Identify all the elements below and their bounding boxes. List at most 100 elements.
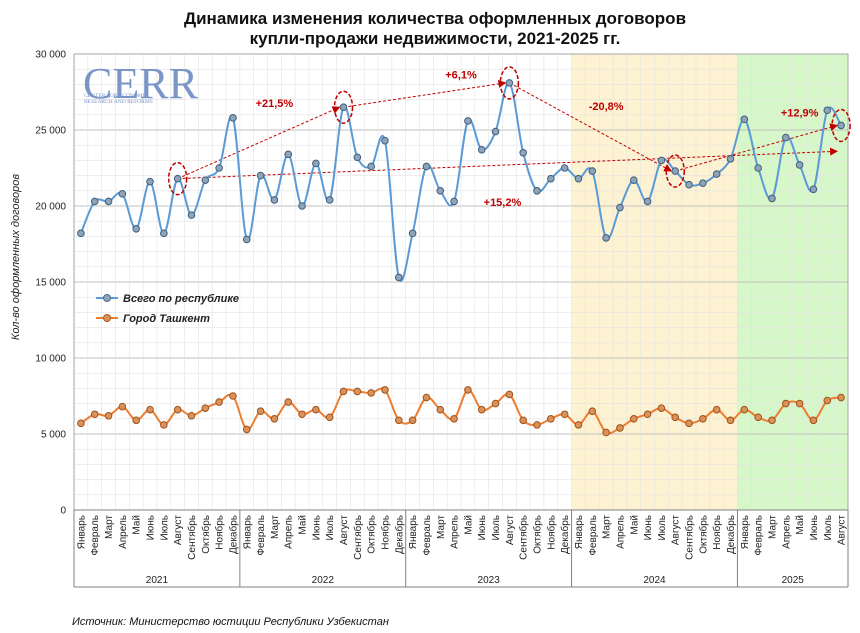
x-tick-label: Январь <box>76 515 87 549</box>
chart-title-line1: Динамика изменения количества оформленны… <box>184 9 686 28</box>
x-tick-label: Июль <box>823 515 834 541</box>
x-tick-label: Июль <box>657 515 668 541</box>
x-tick-label: Декабрь <box>725 515 737 554</box>
data-point <box>809 416 818 425</box>
logo-subtitle-1: CENTER FOR ECONOMIC <box>84 93 149 99</box>
x-tick-label: Январь <box>408 515 419 549</box>
x-tick-label: Июль <box>159 515 170 541</box>
data-point <box>547 174 555 183</box>
data-point <box>823 396 832 405</box>
data-point <box>215 398 223 406</box>
highlight-circle <box>167 161 188 196</box>
x-tick-label: Ноябрь <box>379 515 391 550</box>
trend-arrow <box>509 82 673 172</box>
data-point <box>215 164 223 172</box>
x-tick-label: Июнь <box>643 515 654 540</box>
data-point <box>616 203 624 212</box>
legend-marker-total <box>103 294 111 302</box>
x-tick-label: Март <box>104 515 115 539</box>
data-point <box>187 411 196 420</box>
data-point <box>754 164 762 172</box>
x-tick-label: Май <box>629 515 640 535</box>
x-tick-label: Февраль <box>588 515 599 556</box>
annotation-labels: +21,5% +6,1% -20,8% +12,9% +15,2% <box>256 69 819 209</box>
data-point <box>560 164 569 172</box>
x-tick-label: Октябрь <box>697 515 709 554</box>
data-point <box>602 428 610 437</box>
y-tick-label: 30 000 <box>35 50 66 61</box>
data-point <box>367 389 375 397</box>
x-tick-label: Октябрь <box>200 515 212 554</box>
x-tick-label: Январь <box>574 515 585 549</box>
x-tick-label: Август <box>505 515 516 546</box>
x-tick-label: Август <box>837 515 848 546</box>
data-point <box>201 404 210 412</box>
data-point <box>519 416 527 425</box>
data-point <box>298 202 306 210</box>
data-point <box>712 405 721 414</box>
x-tick-label: Ноябрь <box>214 515 226 550</box>
source-note: Источник: Министерство юстиции Республик… <box>72 616 389 628</box>
data-point <box>242 235 251 244</box>
trend-arrow <box>343 79 507 108</box>
x-tick-label: Октябрь <box>532 515 544 554</box>
gridlines <box>73 53 849 511</box>
data-point <box>160 229 168 238</box>
y-axis-ticks: 0 5 000 10 000 15 000 20 000 25 000 30 000 <box>35 50 66 517</box>
x-tick-label: Февраль <box>256 515 267 556</box>
logo-subtitle-2: RESEARCH AND REFORMS <box>84 99 153 105</box>
data-point <box>491 399 500 408</box>
y-tick-label: 15 000 <box>35 278 66 289</box>
legend: Всего по республике Город Ташкент <box>96 293 239 325</box>
data-point <box>491 127 500 136</box>
highlight-circles <box>167 66 851 196</box>
data-point <box>422 162 431 171</box>
x-tick-label: Июнь <box>809 515 820 540</box>
data-point <box>574 174 583 183</box>
data-point <box>588 407 597 416</box>
x-tick-label: Март <box>436 515 447 539</box>
x-tick-label: Май <box>298 515 309 535</box>
data-point <box>118 190 127 198</box>
data-point <box>795 399 804 408</box>
data-point <box>699 179 707 187</box>
data-point <box>505 390 514 399</box>
data-point <box>325 196 334 204</box>
data-point <box>685 180 693 189</box>
trend-arrows <box>177 79 839 180</box>
annotation-label: +12,9% <box>781 107 819 119</box>
data-point <box>104 197 113 206</box>
data-point <box>726 155 735 163</box>
x-tick-label: Апрель <box>450 515 461 549</box>
data-point <box>560 410 569 419</box>
trend-arrow <box>177 106 341 180</box>
x-tick-label: Март <box>767 515 778 539</box>
data-point <box>726 416 735 425</box>
data-point <box>616 424 624 432</box>
data-point <box>782 399 790 408</box>
x-tick-label: Сентябрь <box>684 515 696 560</box>
x-tick-label: Май <box>132 515 143 535</box>
x-tick-label: Март <box>602 515 613 539</box>
data-point <box>699 415 707 423</box>
x-tick-label: Июль <box>491 515 502 541</box>
data-point <box>823 106 832 115</box>
series-0 <box>77 79 845 282</box>
trend-arrow <box>675 123 839 172</box>
data-point <box>671 167 680 175</box>
x-tick-label: Август <box>671 515 682 546</box>
data-point <box>284 150 293 159</box>
annotation-label: +15,2% <box>484 197 522 209</box>
x-tick-label: Май <box>795 515 806 535</box>
data-point <box>782 133 790 142</box>
year-label: 2021 <box>146 575 169 586</box>
data-point <box>436 405 445 414</box>
data-point <box>90 410 99 419</box>
x-tick-label: Сентябрь <box>518 515 530 560</box>
data-point <box>547 415 555 423</box>
data-point <box>173 405 182 414</box>
data-point <box>643 197 652 206</box>
x-tick-label: Сентябрь <box>186 515 198 560</box>
data-point <box>270 196 279 204</box>
